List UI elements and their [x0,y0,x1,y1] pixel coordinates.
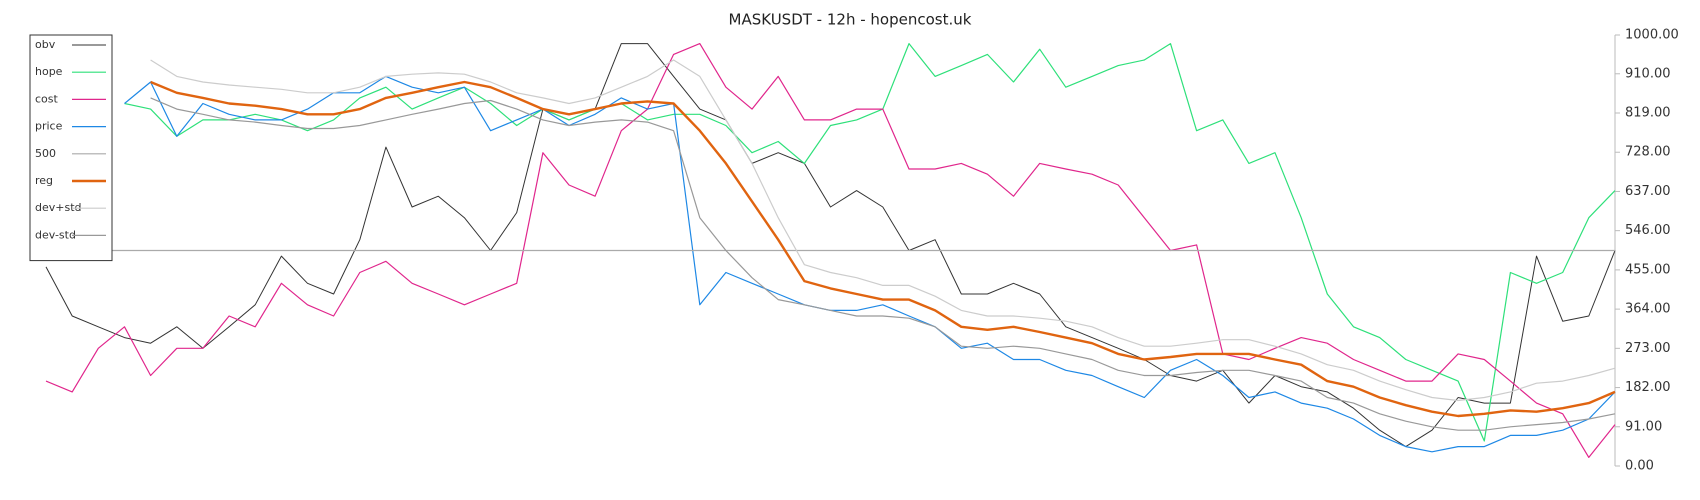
y-tick-label: 819.00 [1625,106,1671,121]
legend-label: price [35,120,63,133]
y-tick-label: 182.00 [1625,380,1671,395]
series-line [150,80,1616,418]
legend-label: reg [35,174,53,187]
series-line [150,97,1616,431]
series-line [45,43,1616,458]
y-tick-label: 637.00 [1625,184,1671,199]
y-tick-label: 0.00 [1625,459,1654,474]
series-line [124,43,1616,442]
legend: obv hope cost price 500 reg dev+std dev-std [29,34,113,262]
legend-label: obv [35,38,56,51]
y-tick-label: 364.00 [1625,302,1671,317]
legend-label: 500 [35,147,56,160]
series-line [45,43,1616,448]
legend-label: dev+std [35,201,82,214]
legend-label: cost [35,92,59,105]
y-tick-label: 910.00 [1625,66,1671,81]
y-tick-label: 1000.00 [1625,28,1679,43]
legend-label: hope [35,65,63,78]
y-tick-label: 273.00 [1625,341,1671,356]
y-tick-label: 91.00 [1625,419,1662,434]
chart-title: MASKUSDT - 12h - hopencost.uk [729,11,972,29]
y-tick-label: 455.00 [1625,262,1671,277]
legend-label: dev-std [35,228,76,241]
series-line [124,75,1616,453]
y-tick-label: 728.00 [1625,145,1671,160]
y-tick-label: 546.00 [1625,223,1671,238]
series-line [150,59,1616,402]
